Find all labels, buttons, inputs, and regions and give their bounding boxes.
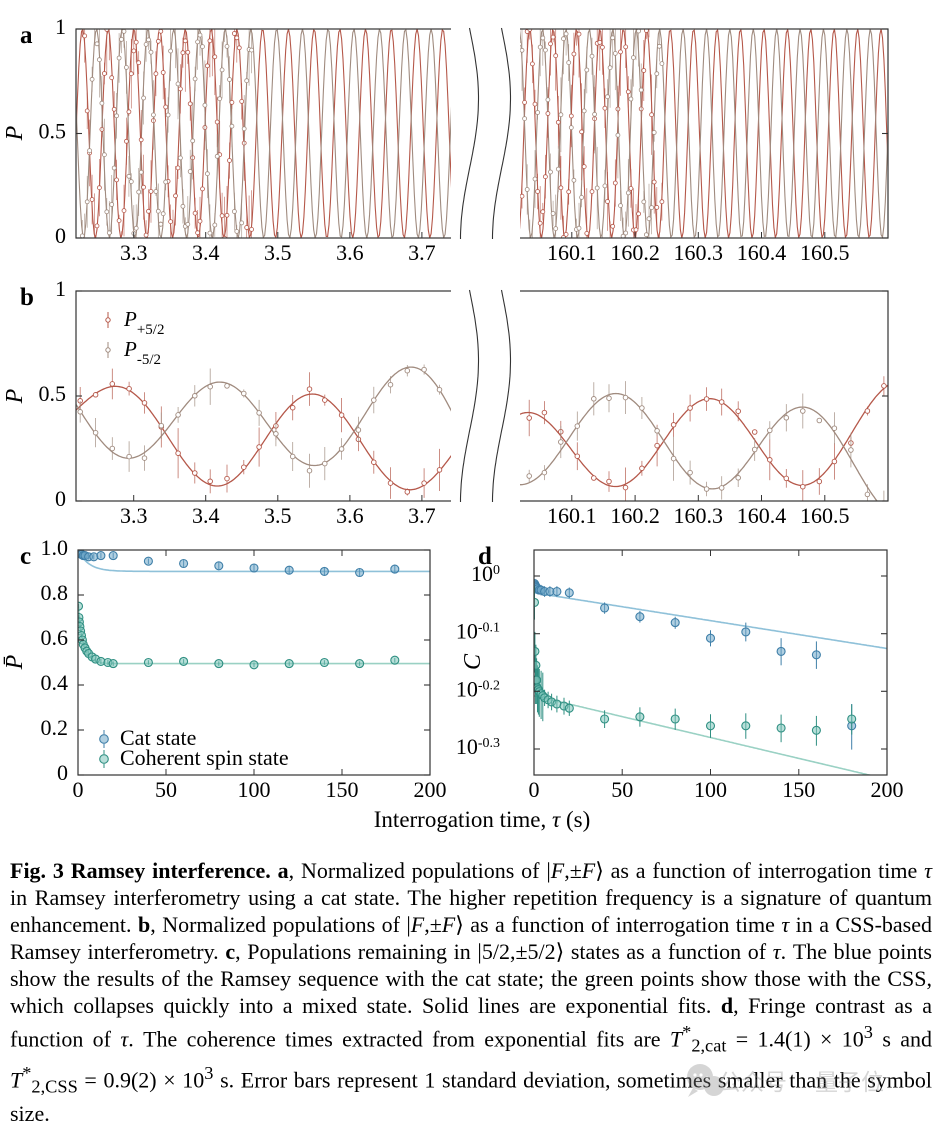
svg-text:0.2: 0.2 <box>41 715 69 740</box>
svg-text:0: 0 <box>529 777 540 802</box>
svg-text:160.5: 160.5 <box>800 503 850 528</box>
svg-text:160.1: 160.1 <box>547 503 597 528</box>
svg-text:P: P <box>2 125 28 141</box>
svg-text:200: 200 <box>414 777 447 802</box>
svg-text:50: 50 <box>611 777 633 802</box>
svg-text:3.6: 3.6 <box>336 503 364 528</box>
svg-text:d: d <box>478 543 492 570</box>
svg-text:3.5: 3.5 <box>264 240 292 265</box>
svg-text:P: P <box>2 388 28 404</box>
svg-text:3.6: 3.6 <box>336 240 364 265</box>
svg-text:100: 100 <box>694 777 727 802</box>
svg-text:3.3: 3.3 <box>120 240 148 265</box>
svg-text:160.3: 160.3 <box>674 240 724 265</box>
svg-text:100: 100 <box>238 777 271 802</box>
svg-text:C: C <box>460 653 486 670</box>
svg-text:0.6: 0.6 <box>41 625 69 650</box>
svg-text:1: 1 <box>55 276 66 301</box>
svg-text:0.5: 0.5 <box>39 381 67 406</box>
svg-text:P̄: P̄ <box>2 654 28 670</box>
svg-text:b: b <box>20 284 34 311</box>
svg-text:0: 0 <box>55 486 66 511</box>
svg-text:200: 200 <box>871 777 904 802</box>
svg-text:a: a <box>20 22 33 49</box>
svg-text:0: 0 <box>73 777 84 802</box>
svg-text:150: 150 <box>782 777 815 802</box>
svg-text:50: 50 <box>155 777 177 802</box>
svg-text:3.5: 3.5 <box>264 503 292 528</box>
svg-text:3.4: 3.4 <box>192 503 220 528</box>
svg-text:0: 0 <box>55 223 66 248</box>
svg-text:160.4: 160.4 <box>737 503 787 528</box>
svg-text:160.1: 160.1 <box>547 240 597 265</box>
svg-text:3.3: 3.3 <box>120 503 148 528</box>
svg-text:160.2: 160.2 <box>610 503 660 528</box>
svg-text:1.0: 1.0 <box>41 535 69 560</box>
svg-text:0.5: 0.5 <box>39 119 67 144</box>
svg-text:0.4: 0.4 <box>41 670 69 695</box>
svg-text:0.8: 0.8 <box>41 580 69 605</box>
svg-text:160.3: 160.3 <box>674 503 724 528</box>
svg-text:3.4: 3.4 <box>192 240 220 265</box>
svg-text:3.7: 3.7 <box>408 503 436 528</box>
svg-text:150: 150 <box>326 777 359 802</box>
svg-text:Coherent spin state: Coherent spin state <box>120 745 289 770</box>
svg-text:160.2: 160.2 <box>610 240 660 265</box>
svg-text:0: 0 <box>57 760 68 785</box>
svg-text:160.4: 160.4 <box>737 240 787 265</box>
svg-text:c: c <box>20 543 31 570</box>
svg-text:Interrogation time, τ (s): Interrogation time, τ (s) <box>374 807 590 832</box>
svg-text:3.7: 3.7 <box>408 240 436 265</box>
svg-text:1: 1 <box>55 14 66 39</box>
svg-text:160.5: 160.5 <box>800 240 850 265</box>
